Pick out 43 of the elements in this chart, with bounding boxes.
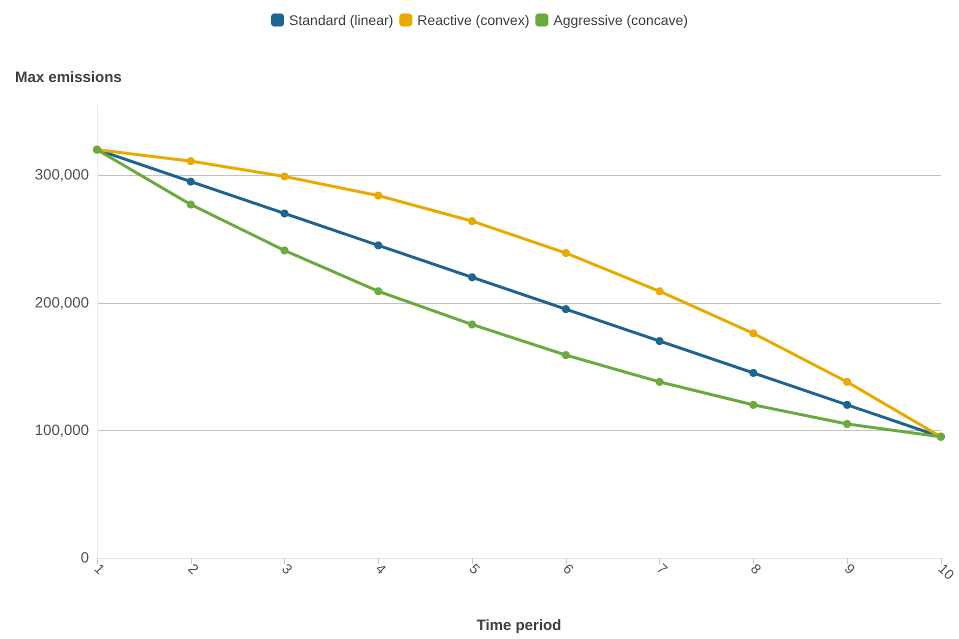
point	[280, 172, 289, 180]
point	[186, 200, 195, 209]
x-axis-title: Time period	[476, 617, 562, 634]
point	[656, 337, 664, 346]
x-tick-label: 10	[935, 560, 958, 583]
point	[749, 400, 758, 409]
x-tick-label: 1	[91, 560, 108, 578]
point	[374, 192, 382, 200]
x-tick-label: 8	[748, 560, 765, 578]
point	[374, 287, 382, 296]
point	[749, 329, 758, 338]
point	[843, 420, 852, 428]
point	[468, 320, 476, 328]
point	[468, 217, 476, 226]
point	[374, 241, 382, 250]
point	[656, 378, 664, 386]
x-tick-label: 9	[841, 560, 858, 578]
point	[280, 246, 289, 254]
point	[656, 287, 664, 296]
x-tick-label: 5	[466, 560, 484, 578]
legend-label: Reactive (convex)	[417, 12, 530, 28]
legend-label: Aggressive (concave)	[553, 12, 688, 28]
point	[749, 368, 758, 377]
point	[562, 351, 570, 360]
x-tick-label: 4	[372, 560, 390, 578]
y-tick-label: 200,000	[34, 294, 89, 312]
legend-label: Standard (linear)	[289, 12, 394, 28]
x-tick-label: 3	[278, 560, 296, 578]
point	[562, 305, 570, 314]
y-tick-label: 100,000	[34, 422, 89, 439]
y-axis-title: Max emissions	[15, 69, 122, 86]
point	[562, 249, 570, 258]
x-tick-label: 6	[560, 560, 578, 578]
point	[280, 209, 289, 218]
point	[468, 273, 476, 282]
x-tick-label: 7	[654, 560, 671, 578]
y-tick-label: 300,000	[34, 166, 89, 184]
point	[186, 157, 195, 166]
point	[186, 178, 195, 186]
x-tick-label: 2	[185, 560, 202, 578]
point	[843, 400, 852, 409]
y-tick-label: 0	[80, 550, 89, 566]
point	[843, 378, 852, 386]
